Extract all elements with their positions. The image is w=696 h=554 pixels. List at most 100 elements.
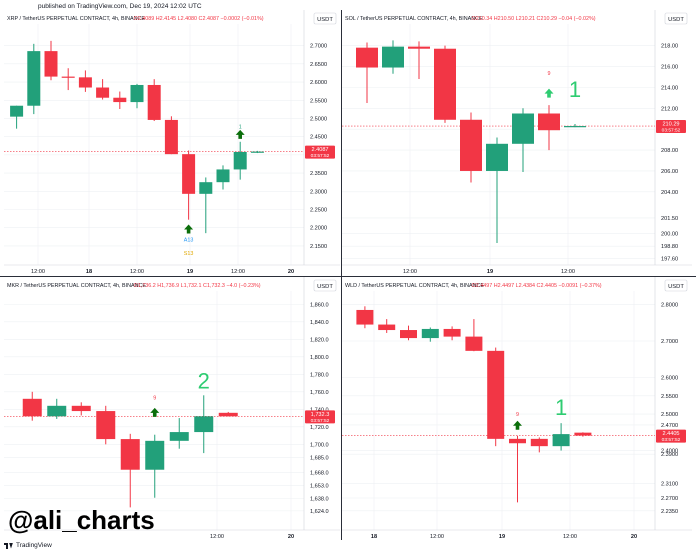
candle-body xyxy=(44,51,58,77)
candle-body xyxy=(233,151,247,170)
y-tick-label: 1,624.0 xyxy=(310,509,329,515)
y-tick-label: 1,685.0 xyxy=(310,455,329,461)
y-tick-label: 2.3900 xyxy=(661,452,678,458)
candle-body xyxy=(382,46,404,68)
y-tick-label: 214.00 xyxy=(661,85,678,91)
published-note: published on TradingView.com, Dec 19, 20… xyxy=(38,3,202,10)
tradingview-logo-icon xyxy=(4,542,13,549)
candle-body xyxy=(486,143,508,171)
y-tick-label: 1,780.0 xyxy=(310,372,329,378)
last-price-tag xyxy=(656,429,686,443)
marker-label: A13 xyxy=(184,238,194,244)
candle-body xyxy=(113,97,127,103)
candle-body xyxy=(400,330,417,339)
buy-signal-arrow-icon xyxy=(544,88,554,98)
chart-title: MKR / TetherUS PERPETUAL CONTRACT, 4h, B… xyxy=(7,283,146,289)
y-tick-label: 200.00 xyxy=(661,232,678,238)
candle-body xyxy=(164,119,178,155)
candle-body xyxy=(71,405,91,412)
y-tick-label: 1,653.0 xyxy=(310,483,329,489)
chart-title: SOL / TetherUS PERPETUAL CONTRACT, 4h, B… xyxy=(345,16,483,22)
y-tick-label: 2.5500 xyxy=(310,98,327,104)
y-tick-label: 212.00 xyxy=(661,106,678,112)
y-tick-label: 2.6000 xyxy=(310,80,327,86)
chart-svg: 218.00216.00214.00212.00210.00208.00206.… xyxy=(342,10,692,275)
candle-body xyxy=(574,432,592,436)
candle-body xyxy=(538,113,560,131)
marker-label: S13 xyxy=(184,251,194,257)
y-tick-label: 2.6000 xyxy=(661,376,678,382)
candle-body xyxy=(120,439,140,470)
x-tick-label: 12:00 xyxy=(31,269,45,275)
candle-body xyxy=(61,76,75,78)
x-tick-label: 12:00 xyxy=(561,269,575,275)
candle-body xyxy=(22,398,42,417)
panel-divider-horizontal xyxy=(0,276,696,277)
candle-body xyxy=(47,405,67,417)
currency-label: USDT xyxy=(668,17,684,23)
candle-body xyxy=(250,151,264,153)
chart-panel-mkr[interactable]: 1,860.0 1,840.0 1,820.0 1,800.0 1,780.0 1,760… xyxy=(4,277,340,540)
candle-body xyxy=(147,84,161,120)
y-tick-label: 206.00 xyxy=(661,169,678,175)
currency-box xyxy=(313,12,337,25)
candle-body xyxy=(512,113,534,144)
x-tick-label: 12:00 xyxy=(430,534,444,540)
y-tick-label: 1,740.0 xyxy=(310,407,329,413)
y-tick-label: 2.2700 xyxy=(661,496,678,502)
currency-box xyxy=(313,279,337,292)
currency-label: USDT xyxy=(317,17,333,23)
buy-signal-arrow-icon xyxy=(235,129,245,139)
chart-svg: 2.7000 2.6500 2.6000 2.5500 2.5000 2.4500 2.40… xyxy=(4,10,340,275)
y-tick-label: 2.5000 xyxy=(310,116,327,122)
y-tick-label: 198.80 xyxy=(661,244,678,250)
last-price-tag xyxy=(656,120,686,134)
marker-label: 1 xyxy=(239,125,242,131)
y-tick-label: 2.6500 xyxy=(310,62,327,68)
candle-body xyxy=(356,47,378,68)
candle-body xyxy=(216,169,230,183)
tradingview-brand-label: TradingView xyxy=(16,542,52,549)
x-tick-label: 20 xyxy=(288,534,294,540)
y-tick-label: 2.2350 xyxy=(661,509,678,515)
ohlc-readout: O2.4089 H2.4145 L2.4080 C2.4087 −0.0002 … xyxy=(134,16,264,22)
x-tick-label: 18 xyxy=(86,269,92,275)
bar-countdown: 03:57:52 xyxy=(311,418,330,424)
y-tick-label: 2.7000 xyxy=(661,339,678,345)
currency-label: USDT xyxy=(668,284,684,290)
marker-label: 9 xyxy=(153,396,156,402)
candle-body xyxy=(460,119,482,171)
y-tick-label: 2.4700 xyxy=(661,423,678,429)
y-tick-label: 2.4500 xyxy=(310,135,327,141)
y-tick-label: 204.00 xyxy=(661,190,678,196)
chart-title: WLD / TetherUS PERPETUAL CONTRACT, 4h, B… xyxy=(345,283,484,289)
chart-panel-wld[interactable]: 2.8000 2.7000 2.6000 2.5500 2.5000 2.4700 2.40… xyxy=(342,277,692,540)
panel-divider-vertical xyxy=(341,10,342,540)
y-tick-label: 1,700.0 xyxy=(310,442,329,448)
candle-body xyxy=(96,87,110,98)
chart-panel-xrp[interactable]: 2.7000 2.6500 2.6000 2.5500 2.5000 2.4500 2.40… xyxy=(4,10,340,275)
y-tick-label: 2.3500 xyxy=(310,171,327,177)
marker-label: 9 xyxy=(548,71,551,77)
y-tick-label: 2.5500 xyxy=(661,394,678,400)
candle-body xyxy=(194,416,214,433)
x-tick-label: 18 xyxy=(371,534,377,540)
y-tick-label: 1,820.0 xyxy=(310,337,329,343)
y-tick-label: 1,638.0 xyxy=(310,497,329,503)
y-tick-label: 218.00 xyxy=(661,44,678,50)
y-tick-label: 1,720.0 xyxy=(310,425,329,431)
last-price-value: 1,732.3 xyxy=(311,412,330,418)
candle-body xyxy=(10,105,24,117)
x-tick-label: 19 xyxy=(187,269,193,275)
x-tick-label: 20 xyxy=(288,269,294,275)
x-tick-label: 12:00 xyxy=(563,534,577,540)
y-tick-label: 2.7000 xyxy=(310,44,327,50)
y-tick-label: 2.3100 xyxy=(661,481,678,487)
buy-signal-arrow-icon xyxy=(150,407,160,417)
ohlc-readout: O210.34 H210.50 L210.21 C210.29 −0.04 (−… xyxy=(472,16,596,22)
candle-body xyxy=(487,350,505,439)
chart-panel-sol[interactable]: 218.00216.00214.00212.00210.00208.00206.… xyxy=(342,10,692,275)
candle-body xyxy=(509,438,526,444)
candle-body xyxy=(434,48,456,120)
bar-countdown: 03:57:52 xyxy=(662,128,681,134)
